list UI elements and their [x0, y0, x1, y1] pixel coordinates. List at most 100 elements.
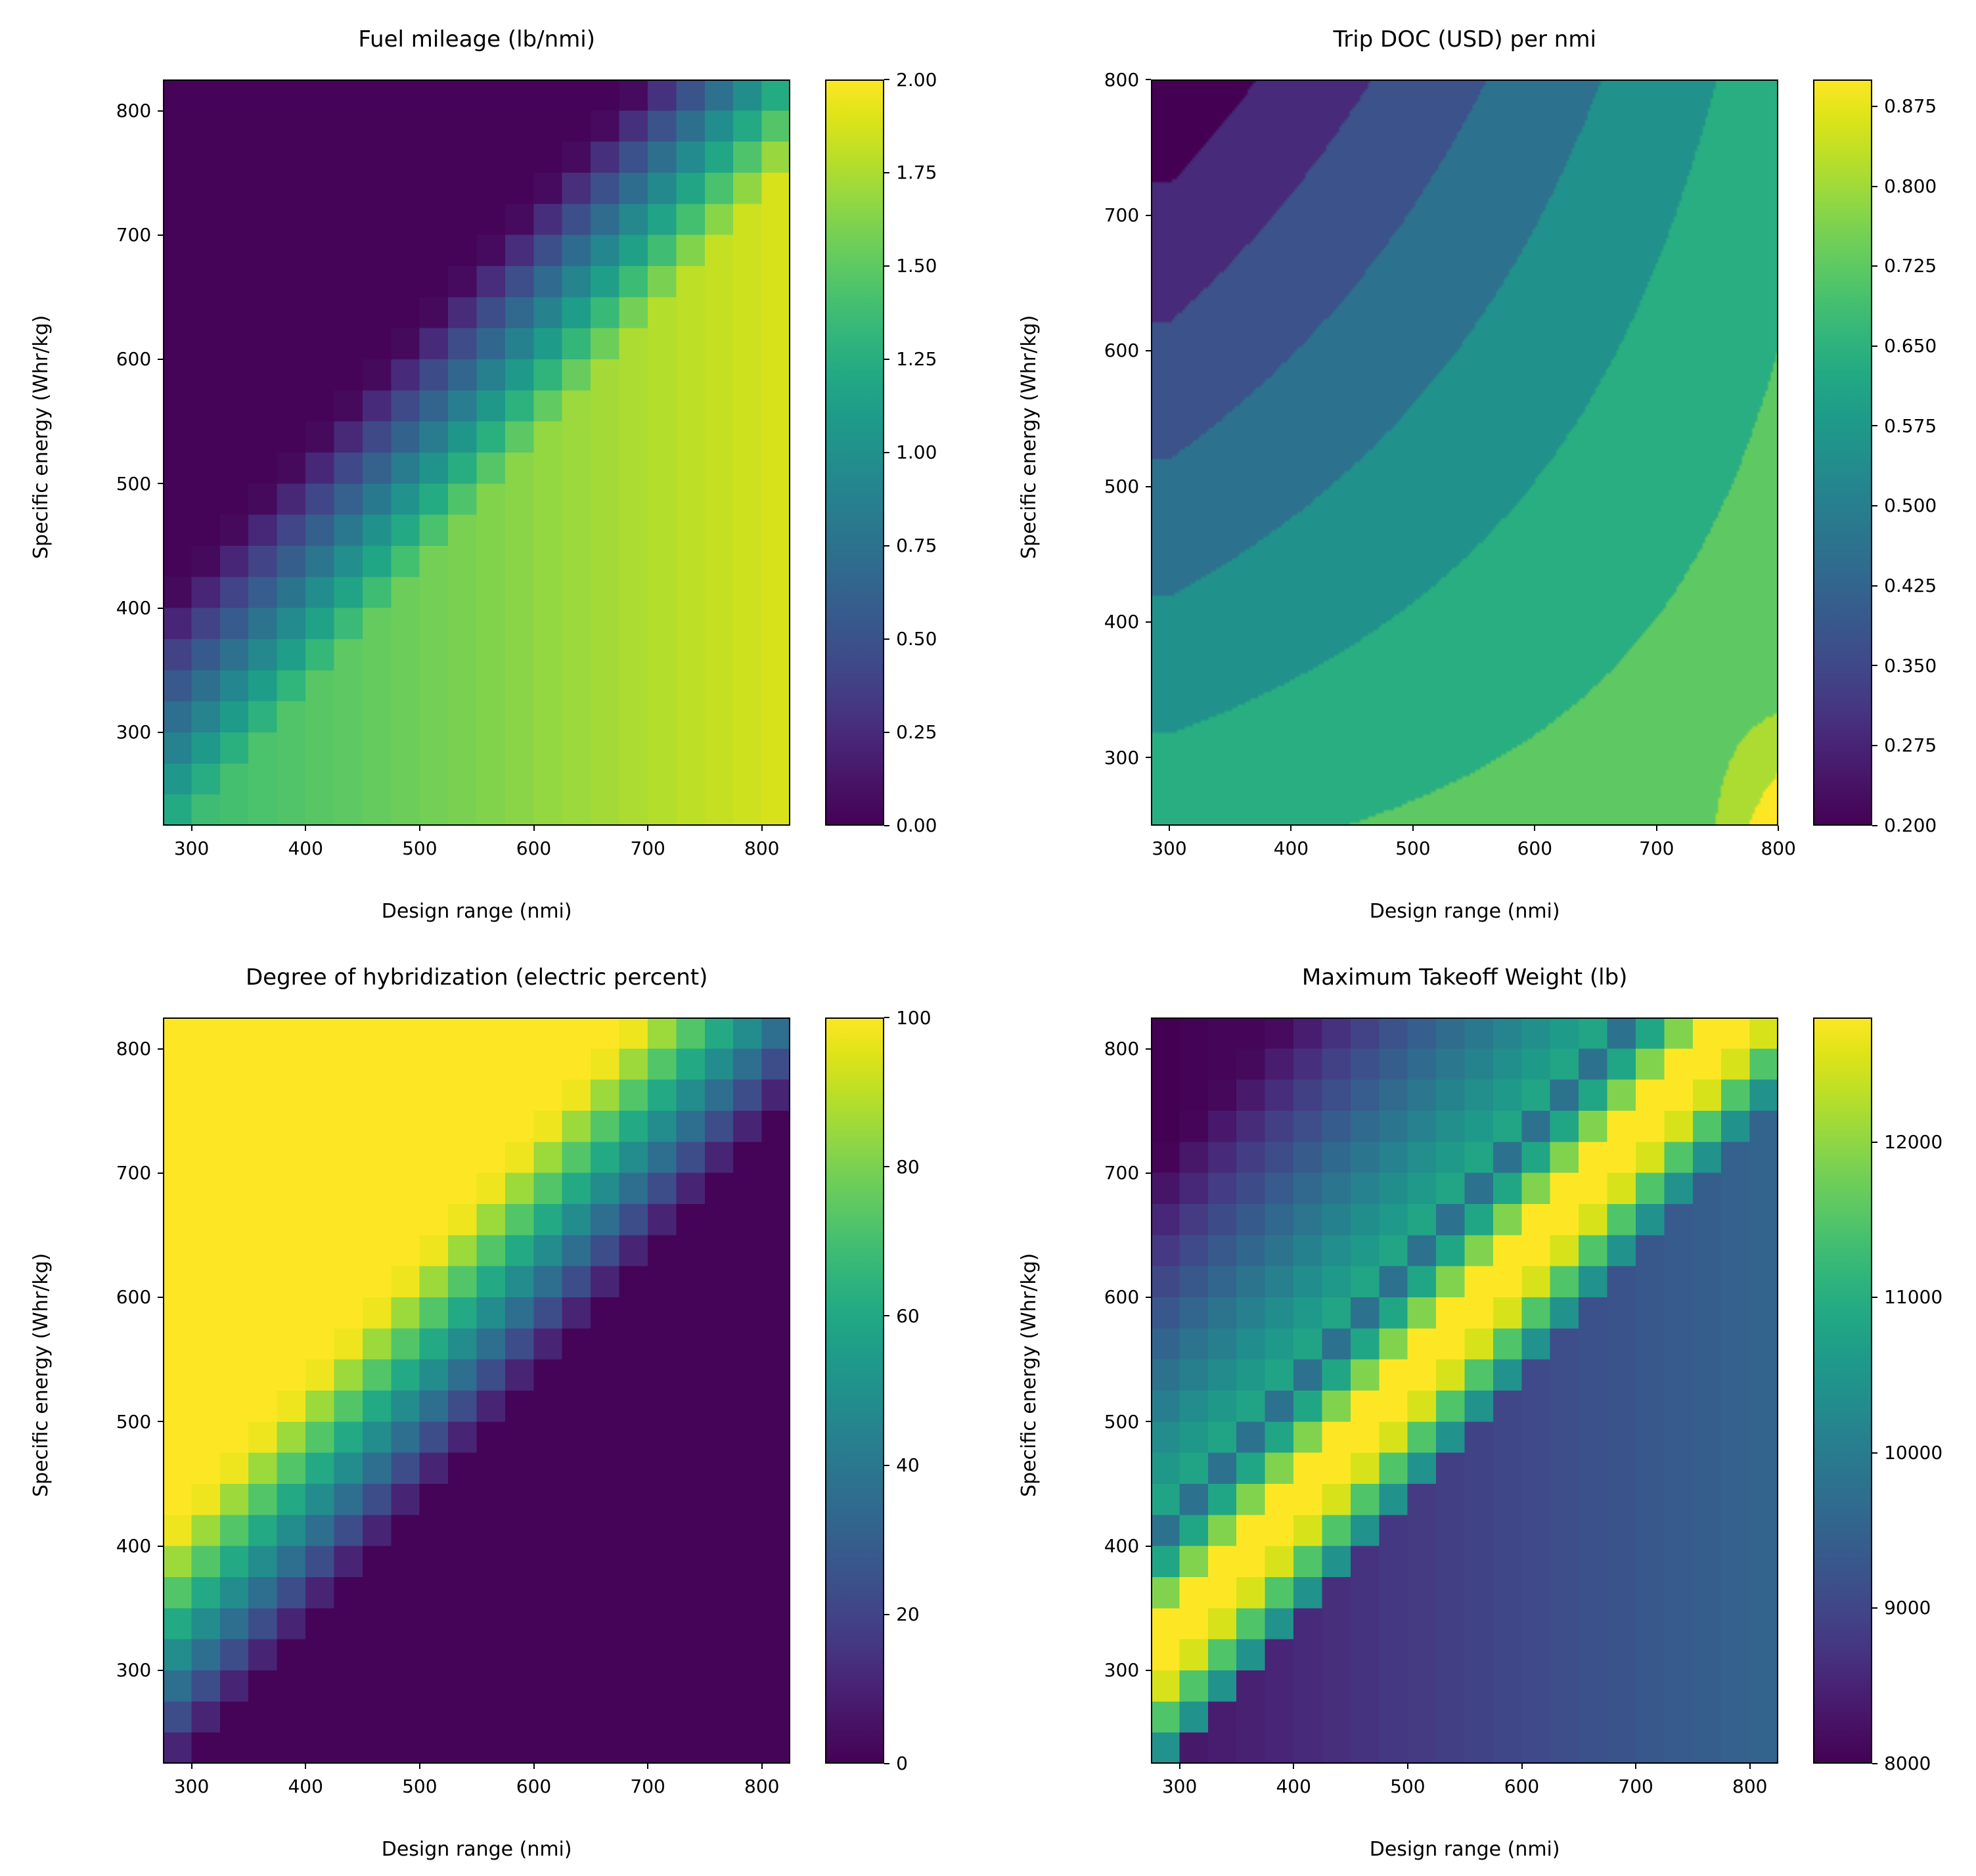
cbar-tick-mark [1872, 745, 1877, 746]
x-tick-mark [191, 826, 192, 831]
spine-top [825, 1017, 884, 1019]
cbar-tick-mark [1872, 505, 1877, 506]
cbar-tick-mark [884, 545, 889, 547]
spine-top [1151, 79, 1778, 81]
plot-area [163, 79, 790, 825]
y-tick-mark [158, 1670, 163, 1671]
panel-hybridization: Degree of hybridization (electric percen… [0, 938, 988, 1876]
x-tick-mark [1778, 826, 1779, 831]
x-tick-label: 300 [1143, 838, 1196, 859]
plot-area [1151, 1017, 1778, 1763]
cbar-tick-label: 100 [896, 1007, 931, 1029]
spine-right [789, 79, 790, 825]
spine-left [163, 79, 164, 825]
y-tick-mark [1146, 1421, 1151, 1422]
y-tick-label: 300 [1104, 1659, 1139, 1681]
cbar-tick-label: 9000 [1884, 1597, 1931, 1619]
cbar-tick-label: 0 [896, 1753, 908, 1774]
y-tick-mark [1146, 350, 1151, 351]
spine-left [1151, 1017, 1152, 1763]
cbar-tick-mark [884, 638, 889, 640]
x-axis-label: Design range (nmi) [1151, 900, 1778, 923]
cbar-tick-label: 2.00 [896, 69, 937, 91]
cbar-tick-label: 12000 [1884, 1131, 1942, 1153]
cbar-tick-label: 8000 [1884, 1753, 1931, 1774]
panel-fuel-mileage: Fuel mileage (lb/nmi) Design range (nmi)… [0, 0, 988, 938]
cbar-tick-label: 0.800 [1884, 175, 1937, 197]
x-tick-label: 300 [1154, 1776, 1206, 1797]
x-tick-label: 300 [166, 838, 218, 859]
cbar-tick-mark [1872, 1142, 1877, 1143]
y-tick-mark [1146, 621, 1151, 623]
colorbar-gradient [1813, 1017, 1872, 1763]
y-tick-mark [158, 1546, 163, 1547]
cbar-tick-label: 0.50 [896, 628, 937, 650]
x-tick-mark [419, 1764, 420, 1769]
subplot-grid: Fuel mileage (lb/nmi) Design range (nmi)… [0, 0, 1976, 1876]
y-tick-label: 500 [1104, 1411, 1139, 1433]
y-tick-label: 600 [1104, 340, 1139, 361]
spine-left [1151, 79, 1152, 825]
cbar-tick-mark [1872, 1607, 1877, 1609]
spine-bottom [825, 824, 884, 826]
colorbar [825, 1017, 884, 1763]
y-tick-mark [1146, 757, 1151, 758]
cbar-tick-mark [1872, 825, 1877, 826]
x-tick-mark [1534, 826, 1535, 831]
cbar-tick-label: 20 [896, 1603, 920, 1625]
cbar-tick-mark [884, 1465, 889, 1466]
x-tick-label: 400 [279, 1776, 332, 1797]
cbar-tick-mark [1872, 1452, 1877, 1454]
cbar-tick-label: 0.00 [896, 815, 937, 836]
cbar-tick-label: 0.75 [896, 535, 937, 556]
cbar-tick-label: 0.425 [1884, 575, 1937, 596]
spine-bottom [163, 824, 790, 826]
x-tick-mark [1749, 1764, 1751, 1769]
y-tick-label: 800 [1104, 1038, 1139, 1060]
cbar-tick-label: 0.875 [1884, 95, 1937, 117]
spine-top [163, 79, 790, 81]
y-tick-label: 700 [116, 1162, 151, 1184]
x-tick-label: 700 [1630, 838, 1683, 859]
cbar-tick-label: 0.575 [1884, 415, 1937, 437]
x-tick-label: 500 [393, 838, 446, 859]
y-tick-mark [1146, 1297, 1151, 1298]
x-tick-label: 600 [508, 1776, 560, 1797]
x-tick-mark [533, 826, 535, 831]
x-tick-label: 600 [1508, 838, 1561, 859]
spine-right [1777, 79, 1778, 825]
spine-left [825, 79, 826, 825]
spine-bottom [1151, 824, 1778, 826]
cbar-tick-mark [1872, 346, 1877, 347]
y-axis-label: Specific energy (Whr/kg) [30, 1253, 53, 1497]
y-tick-label: 600 [116, 1286, 151, 1308]
y-tick-mark [158, 1421, 163, 1422]
cbar-tick-mark [884, 359, 889, 360]
cbar-tick-mark [884, 1763, 889, 1764]
x-tick-label: 700 [621, 1776, 674, 1797]
spine-left [825, 1017, 826, 1763]
cbar-tick-mark [1872, 585, 1877, 587]
colorbar [1813, 79, 1872, 825]
x-tick-label: 800 [736, 1776, 788, 1797]
spine-top [825, 79, 884, 81]
cbar-tick-label: 1.50 [896, 255, 937, 277]
y-tick-mark [1146, 79, 1151, 80]
panel-title: Trip DOC (USD) per nmi [1151, 26, 1778, 53]
y-tick-mark [158, 234, 163, 236]
x-tick-mark [1521, 1764, 1523, 1769]
colorbar [1813, 1017, 1872, 1763]
x-tick-label: 500 [393, 1776, 446, 1797]
y-axis-label: Specific energy (Whr/kg) [1018, 315, 1041, 559]
x-tick-label: 800 [1724, 1776, 1776, 1797]
y-tick-label: 300 [116, 721, 151, 743]
spine-top [1813, 1017, 1872, 1019]
cbar-tick-mark [884, 79, 889, 80]
cbar-tick-mark [1872, 265, 1877, 267]
cbar-tick-label: 1.75 [896, 162, 937, 183]
cbar-tick-label: 60 [896, 1305, 920, 1327]
cbar-tick-label: 0.650 [1884, 335, 1937, 357]
x-tick-mark [1290, 826, 1291, 831]
y-tick-mark [1146, 1048, 1151, 1050]
y-tick-mark [158, 483, 163, 484]
